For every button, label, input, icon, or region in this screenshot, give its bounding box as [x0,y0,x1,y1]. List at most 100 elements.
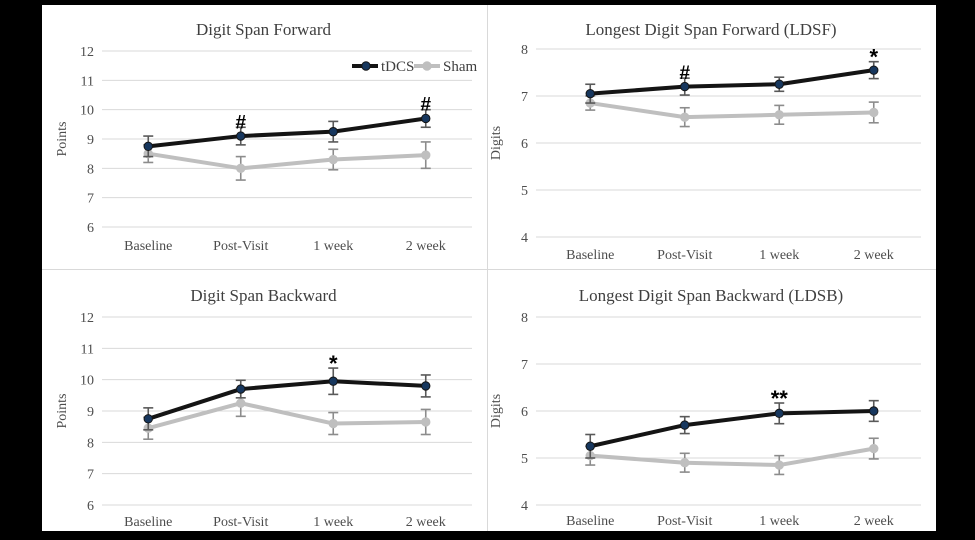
data-point-marker [143,141,153,152]
y-tick-label: 12 [80,311,94,326]
x-tick-label: 2 week [854,514,894,529]
y-tick-label: 9 [87,133,94,148]
data-point-marker [421,150,431,160]
data-point-marker [774,110,784,120]
legend: tDCS Sham [352,59,478,75]
significance-annotation: * [329,351,338,376]
y-tick-label: 11 [81,74,94,89]
x-tick-label: 1 week [759,514,799,529]
data-point-marker [869,107,879,118]
data-point-marker [680,81,690,92]
figure-frame: 6 7 8 9 10 11 12 Digit Span Forward Points Baseli… [42,5,936,531]
series-tdcs [143,108,431,158]
significance-annotation: * [869,45,878,70]
y-tick-label: 10 [80,374,94,389]
data-point-marker [236,398,246,408]
y-tick-label: 8 [521,43,528,58]
data-point-marker [421,381,431,391]
data-point-marker [421,113,431,124]
legend-label-tdcs: tDCS [381,59,414,75]
x-tick-label: 2 week [406,239,446,254]
legend-marker-sham [422,61,432,71]
data-point-marker [869,406,879,416]
x-tick-label: Baseline [566,248,614,263]
x-tick-label: Post-Visit [213,515,268,530]
data-point-marker [328,418,338,429]
chart-svg: 4 5 6 7 8 Longest Digit Span Backward (LDSB) D… [489,286,921,529]
data-point-marker [680,112,690,122]
series-line [588,101,876,120]
x-tick-label: 2 week [854,248,894,263]
data-point-marker [236,384,246,394]
x-tick-label: Baseline [124,239,172,254]
x-tick-label: Post-Visit [657,248,712,263]
significance-annotation: # [420,95,431,116]
y-tick-label: 7 [87,468,94,483]
series-line [146,116,428,149]
y-tick-label: 6 [87,499,94,514]
data-point-marker [774,408,784,419]
data-point-marker [328,126,338,137]
data-point-marker [585,88,595,99]
chart-title: Digit Span Forward [196,20,332,39]
data-point-marker [774,460,784,470]
x-tick-label: 1 week [313,239,353,254]
x-tick-label: Baseline [566,514,614,529]
series-sham [585,95,879,128]
y-axis-label: Digits [489,394,504,428]
significance-annotation: ** [771,386,789,411]
y-tick-label: 6 [87,221,94,236]
y-axis-label: Points [55,121,70,156]
y-tick-label: 6 [521,137,528,152]
x-tick-label: Post-Visit [657,514,712,529]
series-line [588,446,876,468]
y-tick-label: 8 [87,436,94,451]
series-tdcs [585,399,879,459]
series-line [146,379,428,421]
y-axis-label: Points [55,393,70,428]
series-tdcs [143,367,431,431]
chart-grid: 6 7 8 9 10 11 12 Digit Span Forward Points Baseli… [42,5,936,531]
y-tick-label: 4 [521,499,528,514]
data-point-marker [421,417,431,427]
chart-panel-digit-span-backward: 6 7 8 9 10 11 12 Digit Span Backward Points Basel… [42,270,488,531]
chart-svg: 6 7 8 9 10 11 12 Digit Span Forward Points Baseli… [55,20,478,254]
y-tick-label: 4 [521,231,528,246]
y-tick-label: 8 [521,311,528,326]
data-point-marker [774,79,784,89]
x-tick-label: 1 week [313,515,353,530]
gridlines [102,316,472,506]
data-point-marker [236,131,246,141]
chart-panel-digit-span-forward: 6 7 8 9 10 11 12 Digit Span Forward Points Baseli… [42,5,488,270]
y-tick-label: 7 [87,192,94,207]
data-point-marker [143,414,153,424]
x-tick-label: Post-Visit [213,239,268,254]
chart-svg: 4 5 6 7 8 Longest Digit Span Forward (LDSF) Di… [489,20,921,263]
chart-panel-longest-digit-span-forward: 4 5 6 7 8 Longest Digit Span Forward (LDSF) Di… [488,5,936,270]
x-tick-label: 2 week [406,515,446,530]
data-point-marker [680,420,690,430]
data-point-marker [236,163,246,174]
data-point-marker [869,65,879,75]
series-sham [143,389,431,440]
y-tick-label: 7 [521,90,528,105]
chart-title: Longest Digit Span Forward (LDSF) [585,20,836,39]
data-point-marker [680,458,690,468]
y-tick-label: 6 [521,405,528,420]
y-tick-label: 8 [87,162,94,177]
series-line [146,401,428,431]
chart-title: Digit Span Backward [190,286,337,305]
gridlines [536,48,921,238]
chart-panel-longest-digit-span-backward: 4 5 6 7 8 Longest Digit Span Backward (LDSB) D… [488,270,936,531]
y-tick-label: 11 [81,342,94,357]
y-tick-label: 5 [521,184,528,199]
data-point-marker [585,441,595,451]
x-tick-label: 1 week [759,248,799,263]
y-axis-label: Digits [489,126,504,160]
chart-title: Longest Digit Span Backward (LDSB) [579,286,843,305]
y-tick-label: 9 [87,405,94,420]
legend-label-sham: Sham [443,59,478,75]
significance-annotation: # [235,112,246,133]
data-point-marker [328,154,338,165]
series-line [146,151,428,171]
